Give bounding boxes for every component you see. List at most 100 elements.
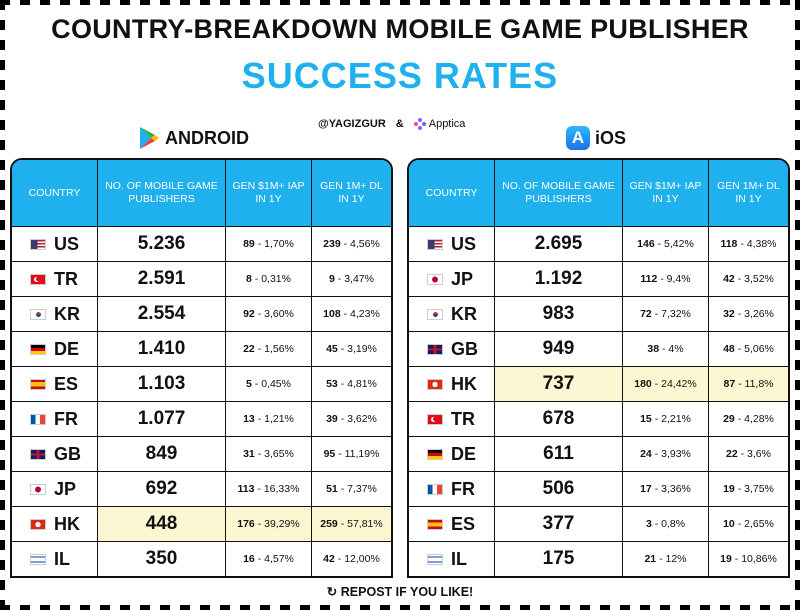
publishers-cell: 678 <box>495 402 623 436</box>
dl-cell: 42 - 3,52% <box>723 273 774 285</box>
iap-cell: 22 - 1,56% <box>226 332 312 366</box>
flag-fr-icon <box>427 483 443 495</box>
iap-cell: 24 - 3,93% <box>623 437 709 471</box>
country-code: ES <box>54 373 79 394</box>
dl-cell: 32 - 3,26% <box>723 308 774 320</box>
dl-cell: 9 - 3,47% <box>329 273 374 285</box>
iap-percent: 0,45% <box>261 378 291 390</box>
table-row: KR 983 72 - 7,32% 32 - 3,26% <box>409 296 788 331</box>
author-handle: @YAGIZGUR <box>318 118 386 130</box>
iap-cell: 8 - 0,31% <box>226 262 312 296</box>
table-row: DE 611 24 - 3,93% 22 - 3,6% <box>409 436 788 471</box>
table-row: ES 377 3 - 0,8% 10 - 2,65% <box>409 506 788 541</box>
country-code: HK <box>451 373 477 394</box>
flag-jp-icon <box>30 483 46 495</box>
dl-cell: 239 - 4,56% <box>323 238 380 250</box>
dl-cell: 118 - 4,38% <box>720 238 777 250</box>
apptica-brand: Apptica <box>413 118 466 130</box>
table-row: HK 448 176 - 39,29% 259 - 57,81% <box>12 506 391 541</box>
flag-jp-icon <box>427 273 443 285</box>
country-cell: ES <box>12 367 98 401</box>
android-table: COUNTRY NO. OF MOBILE GAME PUBLISHERS GE… <box>10 158 393 578</box>
publishers-cell: 849 <box>98 437 226 471</box>
iap-percent: 39,29% <box>264 518 300 530</box>
country-code: ES <box>451 513 476 534</box>
country-cell: TR <box>409 402 495 436</box>
dl-cell: 29 - 4,28% <box>723 413 774 425</box>
iap-count: 176 <box>237 518 255 530</box>
android-heading: ANDROID <box>138 126 249 150</box>
dl-cell: 87 - 11,8% <box>709 367 788 401</box>
table-body: US 5.236 89 - 1,70% 239 - 4,56% TR 2.591 8 - 0… <box>12 226 391 576</box>
dl-percent: 3,75% <box>744 483 774 495</box>
table-row: JP 692 113 - 16,33% 51 - 7,37% <box>12 471 391 506</box>
dl-percent: 5,06% <box>744 343 774 355</box>
page-title: COUNTRY-BREAKDOWN MOBILE GAME PUBLISHER <box>51 14 749 44</box>
table-row: IL 350 16 - 4,57% 42 - 12,00% <box>12 541 391 576</box>
header-publishers: NO. OF MOBILE GAME PUBLISHERS <box>495 160 623 226</box>
dl-percent: 4,38% <box>746 238 777 250</box>
publishers-cell: 692 <box>98 472 226 506</box>
dl-count: 22 <box>726 448 738 460</box>
iap-percent: 3,93% <box>661 448 691 460</box>
google-play-icon <box>140 127 159 149</box>
iap-percent: 4,57% <box>264 553 294 565</box>
header-iap: GEN $1M+ IAP IN 1Y <box>226 160 312 226</box>
iap-percent: 3,65% <box>264 448 294 460</box>
country-code: TR <box>451 408 475 429</box>
dl-count: 259 <box>320 518 338 530</box>
dl-percent: 4,81% <box>347 378 377 390</box>
table-row: JP 1.192 112 - 9,4% 42 - 3,52% <box>409 261 788 296</box>
country-cell: DE <box>409 437 495 471</box>
table-row: TR 678 15 - 2,21% 29 - 4,28% <box>409 401 788 436</box>
repost-icon: ↻ <box>326 585 338 599</box>
credits: @YAGIZGUR & Apptica <box>318 116 465 132</box>
dl-cell: 48 - 5,06% <box>723 343 774 355</box>
country-cell: GB <box>409 332 495 366</box>
country-code: JP <box>54 478 77 499</box>
iap-cell: 16 - 4,57% <box>226 542 312 576</box>
iap-percent: 0,8% <box>661 518 686 530</box>
country-cell: IL <box>409 542 495 576</box>
iap-percent: 5,42% <box>664 238 694 250</box>
ios-label: iOS <box>595 127 627 148</box>
iap-cell: 21 - 12% <box>623 542 709 576</box>
flag-us-icon <box>30 238 46 250</box>
apptica-label: Apptica <box>428 118 466 130</box>
header-publishers: NO. OF MOBILE GAME PUBLISHERS <box>98 160 226 226</box>
dl-percent: 4,28% <box>744 413 774 425</box>
publishers-cell: 2.591 <box>98 262 226 296</box>
country-cell: US <box>12 227 98 261</box>
flag-de-icon <box>427 448 443 460</box>
dl-percent: 3,47% <box>344 273 374 285</box>
dl-count: 42 <box>323 553 335 565</box>
iap-cell: 13 - 1,21% <box>226 402 312 436</box>
publishers-cell: 1.077 <box>98 402 226 436</box>
iap-percent: 3,60% <box>264 308 294 320</box>
country-code: JP <box>451 268 474 289</box>
dl-count: 95 <box>323 448 336 460</box>
table-row: ES 1.103 5 - 0,45% 53 - 4,81% <box>12 366 391 401</box>
dl-cell: 45 - 3,19% <box>326 343 377 355</box>
table-row: TR 2.591 8 - 0,31% 9 - 3,47% <box>12 261 391 296</box>
flag-il-icon <box>427 553 443 565</box>
country-cell: JP <box>409 262 495 296</box>
flag-es-icon <box>427 518 443 530</box>
dl-count: 87 <box>723 378 736 390</box>
iap-count: 15 <box>640 413 652 425</box>
dl-count: 42 <box>723 273 735 285</box>
country-code: IL <box>451 548 467 569</box>
dl-cell: 19 - 10,86% <box>720 553 777 565</box>
table-row: FR 1.077 13 - 1,21% 39 - 3,62% <box>12 401 391 436</box>
iap-percent: 1,56% <box>264 343 294 355</box>
publishers-cell: 506 <box>495 472 623 506</box>
publishers-cell: 2.695 <box>495 227 623 261</box>
country-cell: KR <box>409 297 495 331</box>
iap-count: 17 <box>640 483 652 495</box>
iap-count: 113 <box>237 483 255 495</box>
country-code: FR <box>451 478 475 499</box>
country-cell: HK <box>409 367 495 401</box>
country-cell: HK <box>12 507 98 541</box>
publishers-cell: 175 <box>495 542 623 576</box>
iap-percent: 7,32% <box>661 308 691 320</box>
